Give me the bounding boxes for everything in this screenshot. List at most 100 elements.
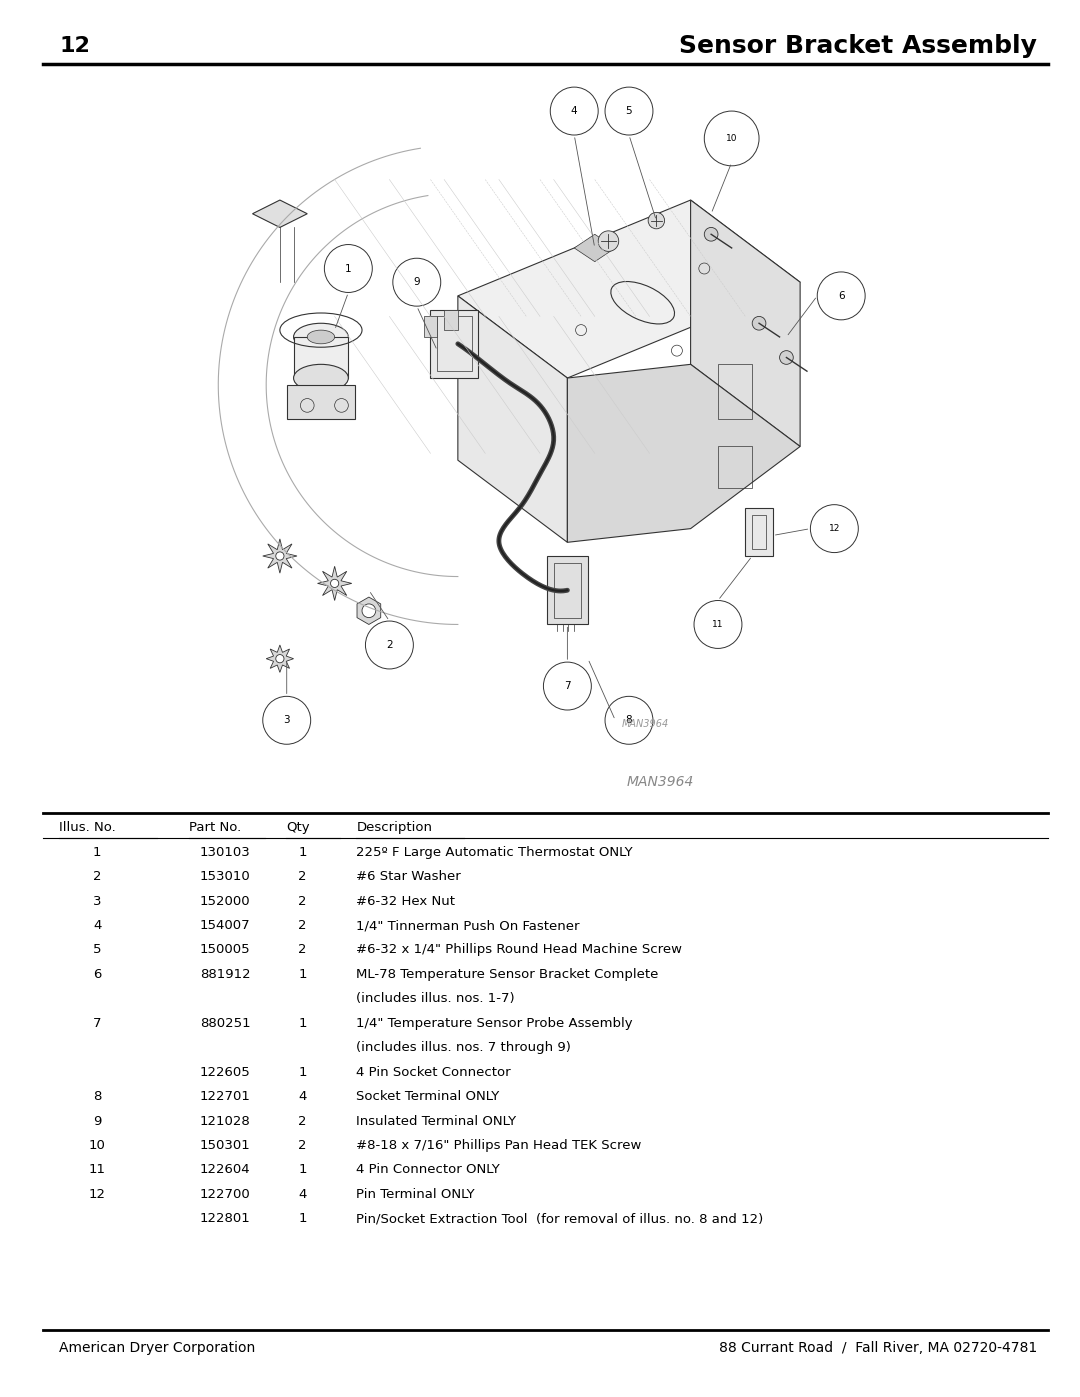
Text: 1: 1 — [93, 845, 102, 859]
Polygon shape — [690, 200, 800, 447]
Text: 4: 4 — [571, 106, 578, 116]
Text: 12: 12 — [828, 524, 840, 534]
Bar — [431, 310, 478, 379]
Text: 8: 8 — [625, 715, 632, 725]
Circle shape — [648, 212, 664, 229]
Text: 7: 7 — [564, 682, 570, 692]
Ellipse shape — [294, 323, 349, 351]
Circle shape — [324, 244, 373, 292]
Bar — [286, 384, 355, 419]
Text: 12: 12 — [59, 36, 91, 56]
Text: 3: 3 — [93, 894, 102, 908]
Polygon shape — [253, 200, 307, 228]
Text: Part No.: Part No. — [189, 820, 241, 834]
Text: 4: 4 — [298, 1187, 307, 1201]
Text: 150301: 150301 — [200, 1139, 251, 1153]
Ellipse shape — [307, 330, 335, 344]
Text: 1: 1 — [345, 264, 352, 274]
Text: 1: 1 — [298, 845, 307, 859]
Circle shape — [605, 87, 653, 136]
Bar — [294, 337, 349, 379]
Text: 11: 11 — [89, 1164, 106, 1176]
Polygon shape — [567, 365, 800, 542]
Circle shape — [598, 231, 619, 251]
Text: #6-32 Hex Nut: #6-32 Hex Nut — [356, 894, 456, 908]
Circle shape — [262, 696, 311, 745]
Text: 4 Pin Connector ONLY: 4 Pin Connector ONLY — [356, 1164, 500, 1176]
Text: 88 Currant Road  /  Fall River, MA 02720-4781: 88 Currant Road / Fall River, MA 02720-4… — [718, 1341, 1037, 1355]
Circle shape — [810, 504, 859, 553]
Text: #6-32 x 1/4" Phillips Round Head Machine Screw: #6-32 x 1/4" Phillips Round Head Machine… — [356, 943, 683, 957]
Text: Qty: Qty — [286, 820, 310, 834]
Circle shape — [275, 552, 284, 560]
Circle shape — [543, 662, 592, 710]
Text: 122701: 122701 — [200, 1090, 251, 1104]
Polygon shape — [575, 235, 616, 261]
Text: Pin Terminal ONLY: Pin Terminal ONLY — [356, 1187, 475, 1201]
Text: 880251: 880251 — [200, 1017, 251, 1030]
Text: 4: 4 — [298, 1090, 307, 1104]
Text: 12: 12 — [89, 1187, 106, 1201]
Text: American Dryer Corporation: American Dryer Corporation — [59, 1341, 256, 1355]
Bar — [444, 310, 458, 330]
Text: 6: 6 — [93, 968, 102, 981]
Text: 122700: 122700 — [200, 1187, 251, 1201]
Text: (includes illus. nos. 1-7): (includes illus. nos. 1-7) — [356, 992, 515, 1006]
Text: Description: Description — [356, 820, 432, 834]
Polygon shape — [357, 597, 381, 624]
Text: (includes illus. nos. 7 through 9): (includes illus. nos. 7 through 9) — [356, 1041, 571, 1055]
Ellipse shape — [294, 365, 349, 391]
Text: 121028: 121028 — [200, 1115, 251, 1127]
Text: 1/4" Tinnerman Push On Fastener: 1/4" Tinnerman Push On Fastener — [356, 919, 580, 932]
Text: 9: 9 — [93, 1115, 102, 1127]
Text: 130103: 130103 — [200, 845, 251, 859]
Text: 154007: 154007 — [200, 919, 251, 932]
Text: 2: 2 — [298, 1139, 307, 1153]
Circle shape — [704, 110, 759, 166]
Text: 2: 2 — [298, 919, 307, 932]
Text: 2: 2 — [93, 870, 102, 883]
Text: 7: 7 — [93, 1017, 102, 1030]
Circle shape — [365, 622, 414, 669]
Text: 10: 10 — [726, 134, 738, 142]
Circle shape — [704, 228, 718, 242]
Text: #8-18 x 7/16" Phillips Pan Head TEK Screw: #8-18 x 7/16" Phillips Pan Head TEK Scre… — [356, 1139, 642, 1153]
Text: 1: 1 — [298, 1164, 307, 1176]
Text: 2: 2 — [298, 1115, 307, 1127]
Text: 153010: 153010 — [200, 870, 251, 883]
Text: 10: 10 — [89, 1139, 106, 1153]
Circle shape — [818, 272, 865, 320]
Circle shape — [551, 87, 598, 136]
Text: 122605: 122605 — [200, 1066, 251, 1078]
Text: 2: 2 — [386, 640, 393, 650]
Text: Insulated Terminal ONLY: Insulated Terminal ONLY — [356, 1115, 516, 1127]
Circle shape — [330, 580, 339, 588]
Text: 3: 3 — [283, 715, 291, 725]
Text: 2: 2 — [298, 870, 307, 883]
Text: 1: 1 — [298, 968, 307, 981]
Text: 122801: 122801 — [200, 1213, 251, 1225]
Text: 225º F Large Automatic Thermostat ONLY: 225º F Large Automatic Thermostat ONLY — [356, 845, 633, 859]
Circle shape — [780, 351, 794, 365]
Text: 1: 1 — [298, 1017, 307, 1030]
Text: 1: 1 — [298, 1213, 307, 1225]
Bar — [745, 509, 773, 556]
Circle shape — [694, 601, 742, 648]
Circle shape — [605, 696, 653, 745]
Bar — [423, 317, 437, 337]
Text: 4 Pin Socket Connector: 4 Pin Socket Connector — [356, 1066, 511, 1078]
Text: 11: 11 — [712, 620, 724, 629]
Text: 150005: 150005 — [200, 943, 251, 957]
Bar — [718, 365, 752, 419]
Polygon shape — [458, 200, 800, 379]
Text: #6 Star Washer: #6 Star Washer — [356, 870, 461, 883]
Text: Socket Terminal ONLY: Socket Terminal ONLY — [356, 1090, 500, 1104]
Circle shape — [362, 604, 376, 617]
Text: 2: 2 — [298, 943, 307, 957]
Text: Illus. No.: Illus. No. — [59, 820, 117, 834]
Bar — [546, 556, 588, 624]
Circle shape — [393, 258, 441, 306]
Text: 122604: 122604 — [200, 1164, 251, 1176]
Polygon shape — [262, 539, 297, 573]
Text: 881912: 881912 — [200, 968, 251, 981]
